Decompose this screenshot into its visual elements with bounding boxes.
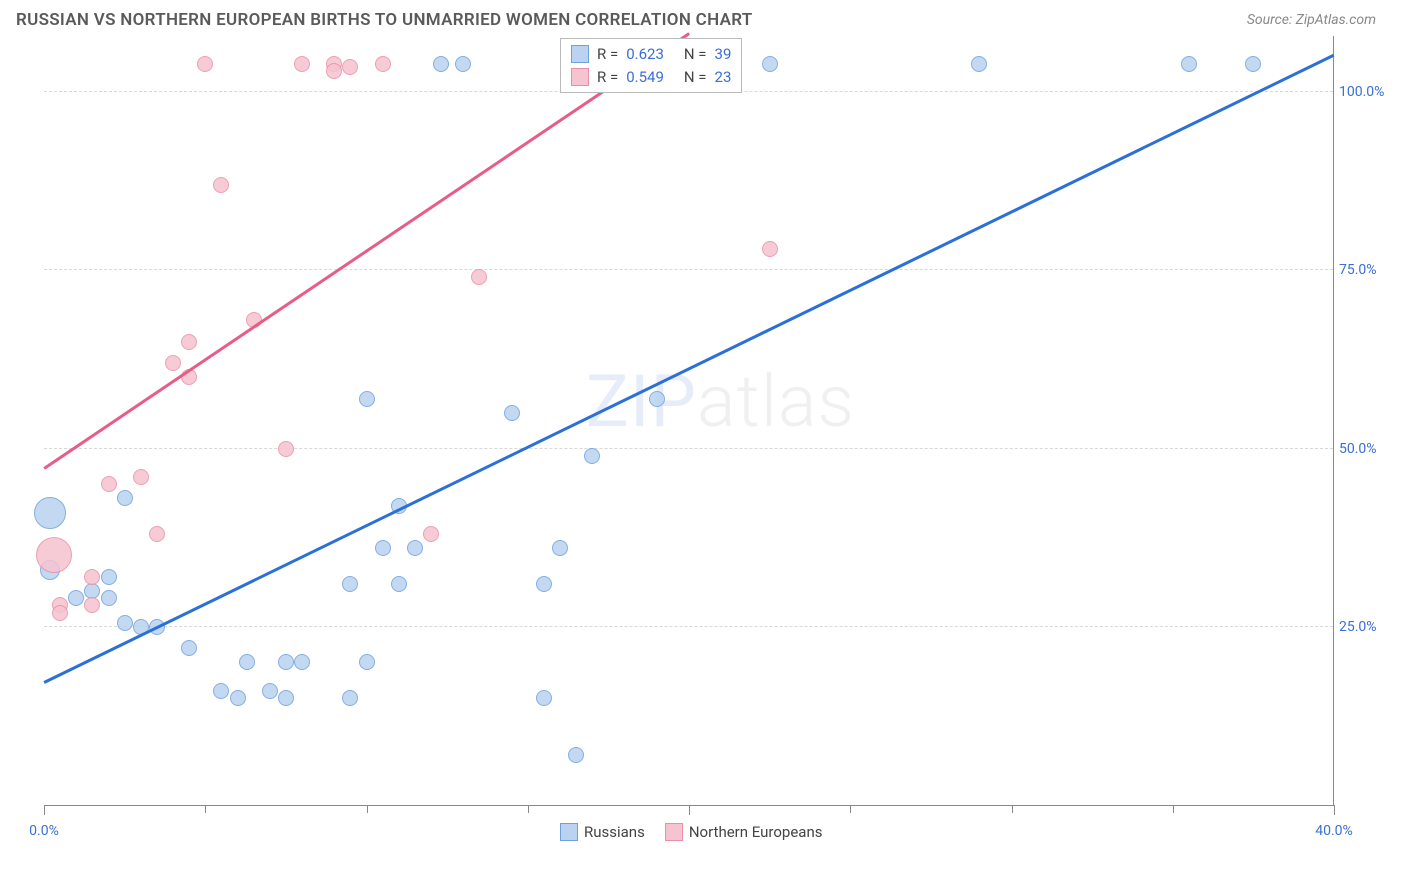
data-point xyxy=(149,526,165,542)
gridline xyxy=(44,269,1333,270)
data-point xyxy=(762,56,778,72)
data-point xyxy=(342,690,358,706)
stat-r-label: R = xyxy=(597,66,618,89)
trend-line xyxy=(43,54,1334,684)
data-point xyxy=(34,497,66,529)
stat-r-value: 0.623 xyxy=(626,43,664,66)
y-tick-label: 75.0% xyxy=(1339,262,1391,278)
data-point xyxy=(165,355,181,371)
data-point xyxy=(181,334,197,350)
bottom-legend: Russians Northern Europeans xyxy=(560,823,822,841)
x-tick-minor xyxy=(1173,805,1174,813)
data-point xyxy=(84,569,100,585)
data-point xyxy=(584,448,600,464)
data-point xyxy=(1181,56,1197,72)
y-tick-label: 100.0% xyxy=(1339,84,1391,100)
data-point xyxy=(197,56,213,72)
data-point xyxy=(133,469,149,485)
data-point xyxy=(359,391,375,407)
watermark: ZIPatlas xyxy=(586,359,855,444)
data-point xyxy=(101,569,117,585)
data-point xyxy=(101,476,117,492)
stats-row: R = 0.549 N = 23 xyxy=(571,66,731,89)
data-point xyxy=(391,576,407,592)
stat-r-label: R = xyxy=(597,43,618,66)
data-point xyxy=(262,683,278,699)
data-point xyxy=(1245,56,1261,72)
data-point xyxy=(52,605,68,621)
legend-swatch xyxy=(571,45,589,63)
data-point xyxy=(213,177,229,193)
data-point xyxy=(294,56,310,72)
data-point xyxy=(230,690,246,706)
data-point xyxy=(278,690,294,706)
chart-header: RUSSIAN VS NORTHERN EUROPEAN BIRTHS TO U… xyxy=(0,0,1406,36)
legend-label: Northern Europeans xyxy=(689,823,823,841)
data-point xyxy=(294,654,310,670)
data-point xyxy=(504,405,520,421)
data-point xyxy=(117,490,133,506)
stats-row: R = 0.623 N = 39 xyxy=(571,43,731,66)
data-point xyxy=(213,683,229,699)
legend-label: Russians xyxy=(584,823,645,841)
x-tick-minor xyxy=(528,805,529,813)
data-point xyxy=(117,615,133,631)
legend-item: Northern Europeans xyxy=(665,823,823,841)
data-point xyxy=(68,590,84,606)
data-point xyxy=(101,590,117,606)
data-point xyxy=(433,56,449,72)
data-point xyxy=(471,269,487,285)
data-point xyxy=(359,654,375,670)
x-tick-minor xyxy=(367,805,368,813)
data-point xyxy=(568,747,584,763)
data-point xyxy=(375,56,391,72)
data-point xyxy=(536,576,552,592)
chart-title: RUSSIAN VS NORTHERN EUROPEAN BIRTHS TO U… xyxy=(16,10,753,30)
legend-item: Russians xyxy=(560,823,645,841)
data-point xyxy=(342,576,358,592)
x-tick-minor xyxy=(205,805,206,813)
data-point xyxy=(36,537,72,573)
data-point xyxy=(649,391,665,407)
x-tick-label: 40.0% xyxy=(1315,823,1353,839)
x-tick-minor xyxy=(850,805,851,813)
stats-legend: R = 0.623 N = 39 R = 0.549 N = 23 xyxy=(560,38,742,93)
stat-n-label: N = xyxy=(684,66,707,89)
stat-n-value: 39 xyxy=(715,43,732,66)
stat-n-label: N = xyxy=(684,43,707,66)
data-point xyxy=(423,526,439,542)
data-point xyxy=(455,56,471,72)
data-point xyxy=(278,654,294,670)
y-tick-label: 25.0% xyxy=(1339,619,1391,635)
data-point xyxy=(407,540,423,556)
data-point xyxy=(278,441,294,457)
data-point xyxy=(84,597,100,613)
data-point xyxy=(375,540,391,556)
gridline xyxy=(44,448,1333,449)
data-point xyxy=(239,654,255,670)
stat-r-value: 0.549 xyxy=(626,66,664,89)
source-attribution: Source: ZipAtlas.com xyxy=(1247,12,1376,28)
plot-area: ZIPatlas 25.0%50.0%75.0%100.0%0.0%40.0%R… xyxy=(44,36,1334,806)
data-point xyxy=(552,540,568,556)
data-point xyxy=(181,640,197,656)
y-tick-label: 50.0% xyxy=(1339,441,1391,457)
x-tick-label: 0.0% xyxy=(29,823,59,839)
legend-swatch xyxy=(571,68,589,86)
data-point xyxy=(326,63,342,79)
data-point xyxy=(536,690,552,706)
x-tick-major xyxy=(689,805,690,815)
data-point xyxy=(971,56,987,72)
stat-n-value: 23 xyxy=(715,66,732,89)
legend-swatch xyxy=(665,823,683,841)
gridline xyxy=(44,626,1333,627)
x-tick-major xyxy=(44,805,45,815)
data-point xyxy=(762,241,778,257)
legend-swatch xyxy=(560,823,578,841)
x-tick-major xyxy=(1334,805,1335,815)
x-tick-minor xyxy=(1012,805,1013,813)
data-point xyxy=(342,59,358,75)
